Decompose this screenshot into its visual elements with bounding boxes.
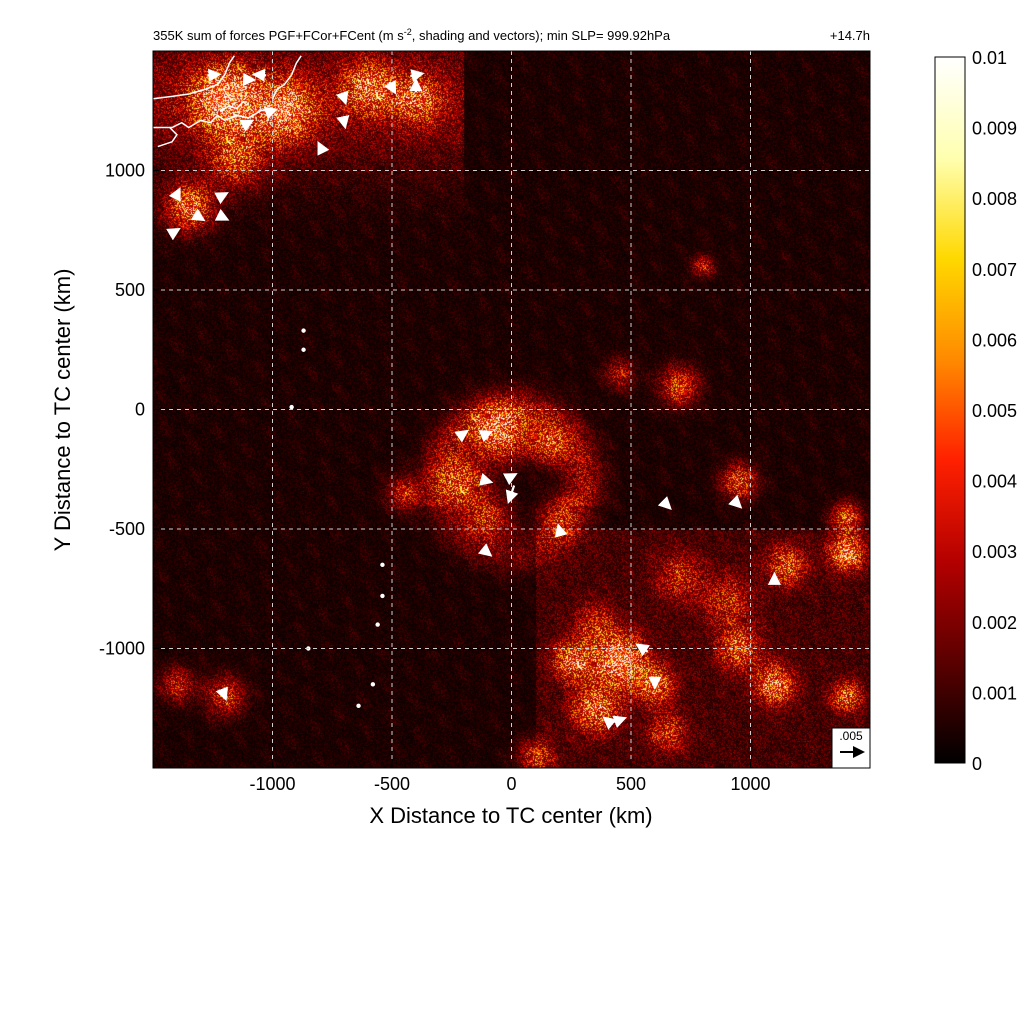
force-vector xyxy=(214,208,230,221)
x-tick-label: 500 xyxy=(616,774,646,794)
x-tick-label: -500 xyxy=(374,774,410,794)
x-tick-label: 1000 xyxy=(730,774,770,794)
force-vector xyxy=(215,686,228,702)
colorbar-tick-label: 0.001 xyxy=(972,683,1017,703)
force-vector xyxy=(554,523,568,538)
force-vector xyxy=(190,208,206,222)
colorbar-tick-label: 0.006 xyxy=(972,330,1017,350)
island xyxy=(380,562,385,568)
y-tick-label: -500 xyxy=(109,519,145,539)
plot-area xyxy=(152,50,871,769)
y-axis-label: Y Distance to TC center (km) xyxy=(50,269,75,552)
force-vector xyxy=(728,494,743,509)
force-vector xyxy=(336,114,350,130)
y-tick-label: 0 xyxy=(135,400,145,420)
colorbar: 0.01 0.009 0.008 0.007 0.006 0.005 0.004 0.003 0… xyxy=(934,48,1017,774)
island-layer xyxy=(289,328,385,709)
force-vector xyxy=(168,187,181,202)
coastline-layer xyxy=(153,55,302,148)
force-vector xyxy=(410,69,425,83)
coastline xyxy=(157,126,178,148)
force-vector xyxy=(657,496,672,511)
colorbar-ticks: 0.01 0.009 0.008 0.007 0.006 0.005 0.004 0.003 0… xyxy=(972,48,1017,774)
colorbar-tick-label: 0.008 xyxy=(972,189,1017,209)
force-vector xyxy=(454,429,470,443)
colorbar-tick-label: 0.003 xyxy=(972,542,1017,562)
colorbar-tick-label: 0.002 xyxy=(972,613,1017,633)
island xyxy=(301,328,306,333)
colorbar-tick-label: 0.004 xyxy=(972,472,1017,492)
force-vector xyxy=(505,485,519,505)
coastline xyxy=(153,55,235,100)
colorbar-tick-label: 0.01 xyxy=(972,48,1007,68)
force-vector xyxy=(166,227,181,241)
coastline xyxy=(271,55,302,100)
coastline xyxy=(219,100,245,112)
y-tick-label: 500 xyxy=(115,280,145,300)
force-vector xyxy=(263,106,279,120)
island xyxy=(356,703,361,709)
y-ticks: 1000 500 0 -500 -1000 xyxy=(99,161,159,659)
coastline xyxy=(153,107,273,129)
force-vector xyxy=(239,119,255,132)
force-vector xyxy=(477,543,493,557)
reference-vector-label: .005 xyxy=(839,729,863,743)
force-vector xyxy=(602,716,617,730)
force-vector xyxy=(317,141,330,156)
force-vector xyxy=(478,430,494,443)
x-tick-label: -1000 xyxy=(249,774,295,794)
force-vector xyxy=(251,68,267,82)
island xyxy=(380,593,385,599)
island xyxy=(370,682,376,687)
force-vector xyxy=(207,68,222,82)
time-label: +14.7h xyxy=(830,28,870,43)
reference-vector-box: .005 xyxy=(831,727,871,769)
colorbar-tick-label: 0.007 xyxy=(972,260,1017,280)
heatmap-field xyxy=(153,51,870,768)
y-tick-label: -1000 xyxy=(99,639,145,659)
force-vector xyxy=(502,473,518,486)
x-ticks: -1000 -500 0 500 1000 xyxy=(249,762,771,794)
force-vector xyxy=(478,472,494,486)
x-axis-label: X Distance to TC center (km) xyxy=(369,803,652,828)
colorbar-tick-label: 0.005 xyxy=(972,401,1017,421)
force-vector xyxy=(384,79,397,95)
force-vector xyxy=(214,192,229,205)
chart-title: 355K sum of forces PGF+FCor+FCent (m s-2… xyxy=(153,27,671,43)
x-tick-label: 0 xyxy=(506,774,516,794)
force-vector xyxy=(635,643,650,657)
island xyxy=(289,404,294,410)
colorbar-tick-label: 0 xyxy=(972,754,982,774)
y-tick-label: 1000 xyxy=(105,161,145,181)
island xyxy=(375,622,380,627)
colorbar-tick-label: 0.009 xyxy=(972,119,1017,139)
vector-layer xyxy=(166,68,782,730)
island xyxy=(301,347,306,352)
force-vector xyxy=(335,90,349,106)
colorbar-bar xyxy=(934,56,966,764)
